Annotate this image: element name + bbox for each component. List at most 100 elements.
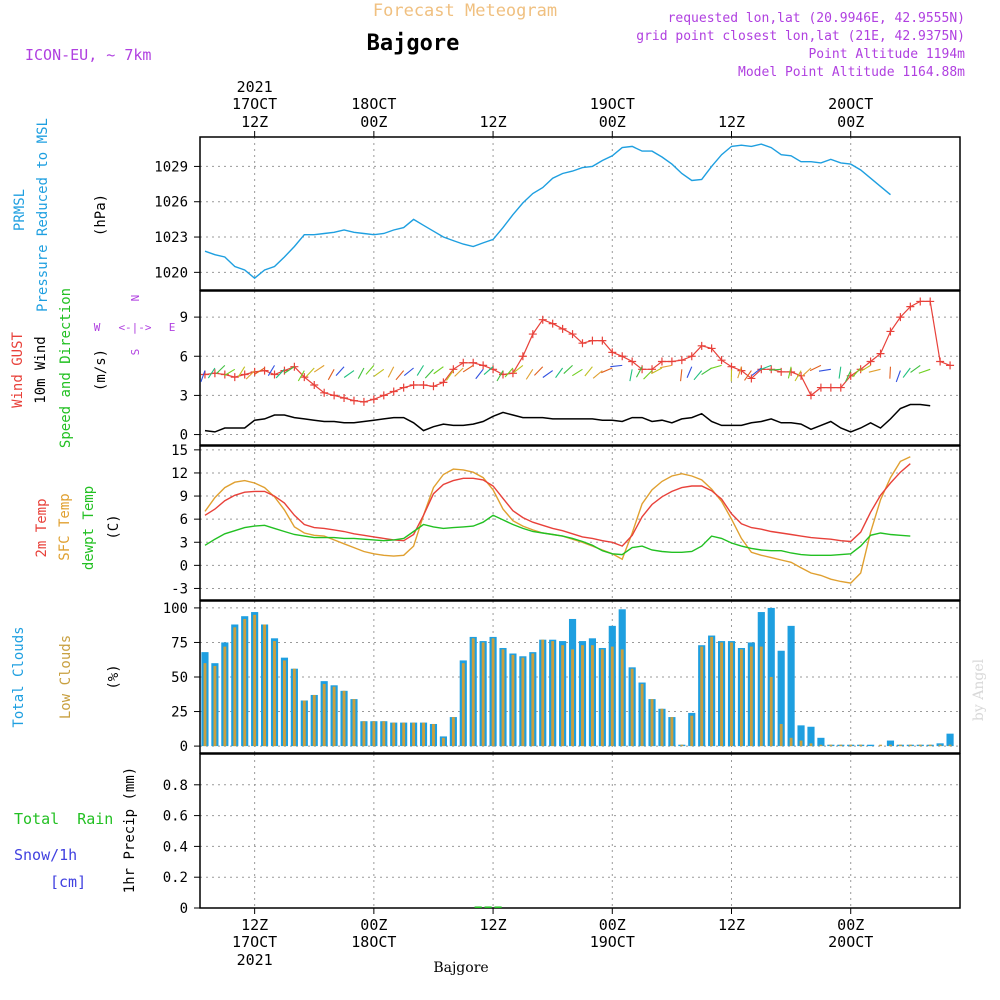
- top-time-hour: 12Z: [718, 113, 745, 131]
- wind-arrow: [483, 366, 494, 375]
- wind-arrow: [651, 367, 663, 375]
- pressure-label-2: Pressure Reduced to MSL: [35, 118, 51, 312]
- gust-line-marker: [270, 370, 279, 379]
- ytick-label-precip: 0: [180, 901, 188, 917]
- gust-line-marker: [588, 336, 597, 345]
- chart-title: Forecast Meteogram: [373, 1, 557, 21]
- compass-west: W: [94, 321, 101, 334]
- gust-line-marker: [578, 339, 587, 348]
- gust-line-marker: [886, 327, 895, 336]
- low-cloud-bar: [839, 744, 843, 747]
- gust-line-marker: [906, 302, 915, 311]
- wind-arrow: [584, 366, 593, 377]
- wind-arrow: [215, 364, 226, 375]
- bottom-time-date: 18OCT: [351, 933, 396, 951]
- wind-arrow: [910, 364, 921, 373]
- total-cloud-bar: [817, 737, 825, 747]
- low-cloud-bar: [243, 618, 247, 747]
- top-time-hour: 00Z: [360, 113, 387, 131]
- wind-arrow: [254, 367, 265, 375]
- ytick-label-pressure: 1026: [154, 195, 188, 211]
- wind-arrow: [305, 367, 315, 378]
- low-cloud-bar: [700, 646, 704, 747]
- gust-line-marker: [787, 367, 796, 376]
- wind-arrow: [794, 370, 802, 382]
- total-cloud-bar: [946, 733, 954, 747]
- wind-label-2: 10m Wind: [33, 336, 49, 403]
- bottom-time-date: 17OCT: [232, 933, 277, 951]
- top-time-date: 17OCT: [232, 95, 277, 113]
- wind-arrow: [889, 366, 892, 379]
- gust-line-marker: [340, 394, 349, 403]
- wind-arrow: [454, 367, 464, 377]
- low-cloud-bar: [879, 744, 882, 747]
- ytick-label-pressure: 1020: [154, 265, 188, 281]
- clouds-unit: (%): [106, 664, 122, 689]
- wind-arrow: [902, 367, 911, 378]
- temp-label-2: SFC Temp: [57, 493, 73, 560]
- gust-line-marker: [717, 356, 726, 365]
- low-cloud-bar: [412, 722, 416, 747]
- temp-unit: (C): [106, 514, 122, 539]
- gust-line-marker: [598, 336, 607, 345]
- gust-line-marker: [310, 380, 319, 389]
- wind-arrow: [327, 369, 335, 381]
- wind-arrow: [313, 364, 325, 373]
- total-cloud-bar: [777, 650, 785, 747]
- ytick-label-clouds: 50: [171, 670, 188, 686]
- gust-line-marker: [866, 357, 875, 366]
- top-time-date: 19OCT: [590, 95, 635, 113]
- wind-arrow: [424, 368, 434, 379]
- wind-arrow: [709, 364, 722, 370]
- panel-frame-wind: [199, 290, 961, 446]
- gust-line-marker: [836, 383, 845, 392]
- rain-bar: [484, 906, 492, 908]
- gust-line-marker: [359, 397, 368, 406]
- wind-arrow: [686, 366, 693, 378]
- gust-line-marker: [369, 395, 378, 404]
- wind-arrow: [275, 368, 285, 379]
- low-cloud-bar: [690, 715, 694, 747]
- gust-line-marker: [399, 383, 408, 392]
- low-cloud-bar: [759, 646, 763, 747]
- ytick-label-temp: 0: [180, 558, 188, 574]
- wind-arrow: [237, 366, 246, 378]
- gust-line-marker: [558, 324, 567, 333]
- total-cloud-bar: [886, 740, 895, 747]
- compass-north: N: [129, 295, 142, 302]
- requested-coords: requested lon,lat (20.9946E, 42.9555N): [668, 11, 965, 26]
- rain-label: Total Rain: [14, 810, 113, 828]
- low-cloud-bar: [918, 744, 922, 747]
- low-cloud-bar: [938, 744, 942, 747]
- wind-arrow: [433, 366, 444, 375]
- low-cloud-bar: [740, 649, 743, 747]
- temp-label-1: 2m Temp: [34, 498, 50, 557]
- ytick-label-pressure: 1023: [154, 230, 188, 246]
- low-cloud-bar: [432, 723, 435, 747]
- gust-line-marker: [657, 357, 666, 366]
- wind-arrow: [462, 364, 474, 373]
- gust-line-marker: [896, 313, 905, 322]
- gust-line-marker: [926, 297, 935, 306]
- wind-arrow: [525, 369, 534, 380]
- ytick-label-wind: 6: [180, 349, 188, 365]
- gust-line-marker: [816, 383, 825, 392]
- wind-arrow: [267, 365, 275, 376]
- gust-line-marker: [300, 373, 309, 382]
- gust-line-marker: [638, 365, 647, 374]
- gust-line-marker: [518, 352, 527, 361]
- wind-arrow: [542, 370, 553, 378]
- gust-line-marker: [707, 344, 716, 353]
- low-cloud-bar: [521, 657, 525, 747]
- low-cloud-bar: [749, 646, 753, 747]
- station-name: Bajgore: [367, 31, 460, 56]
- gridpoint-coords: grid point closest lon,lat (21E, 42.9375…: [636, 29, 965, 44]
- bottom-time-date: 19OCT: [590, 933, 635, 951]
- compass-east: E: [169, 321, 176, 334]
- panel-frame-precip: [199, 753, 961, 909]
- low-cloud-bar: [640, 683, 644, 747]
- wind-arrow: [534, 366, 544, 376]
- top-time-date: 20OCT: [828, 95, 873, 113]
- ytick-label-temp: 12: [171, 466, 188, 482]
- low-cloud-bar: [730, 642, 733, 747]
